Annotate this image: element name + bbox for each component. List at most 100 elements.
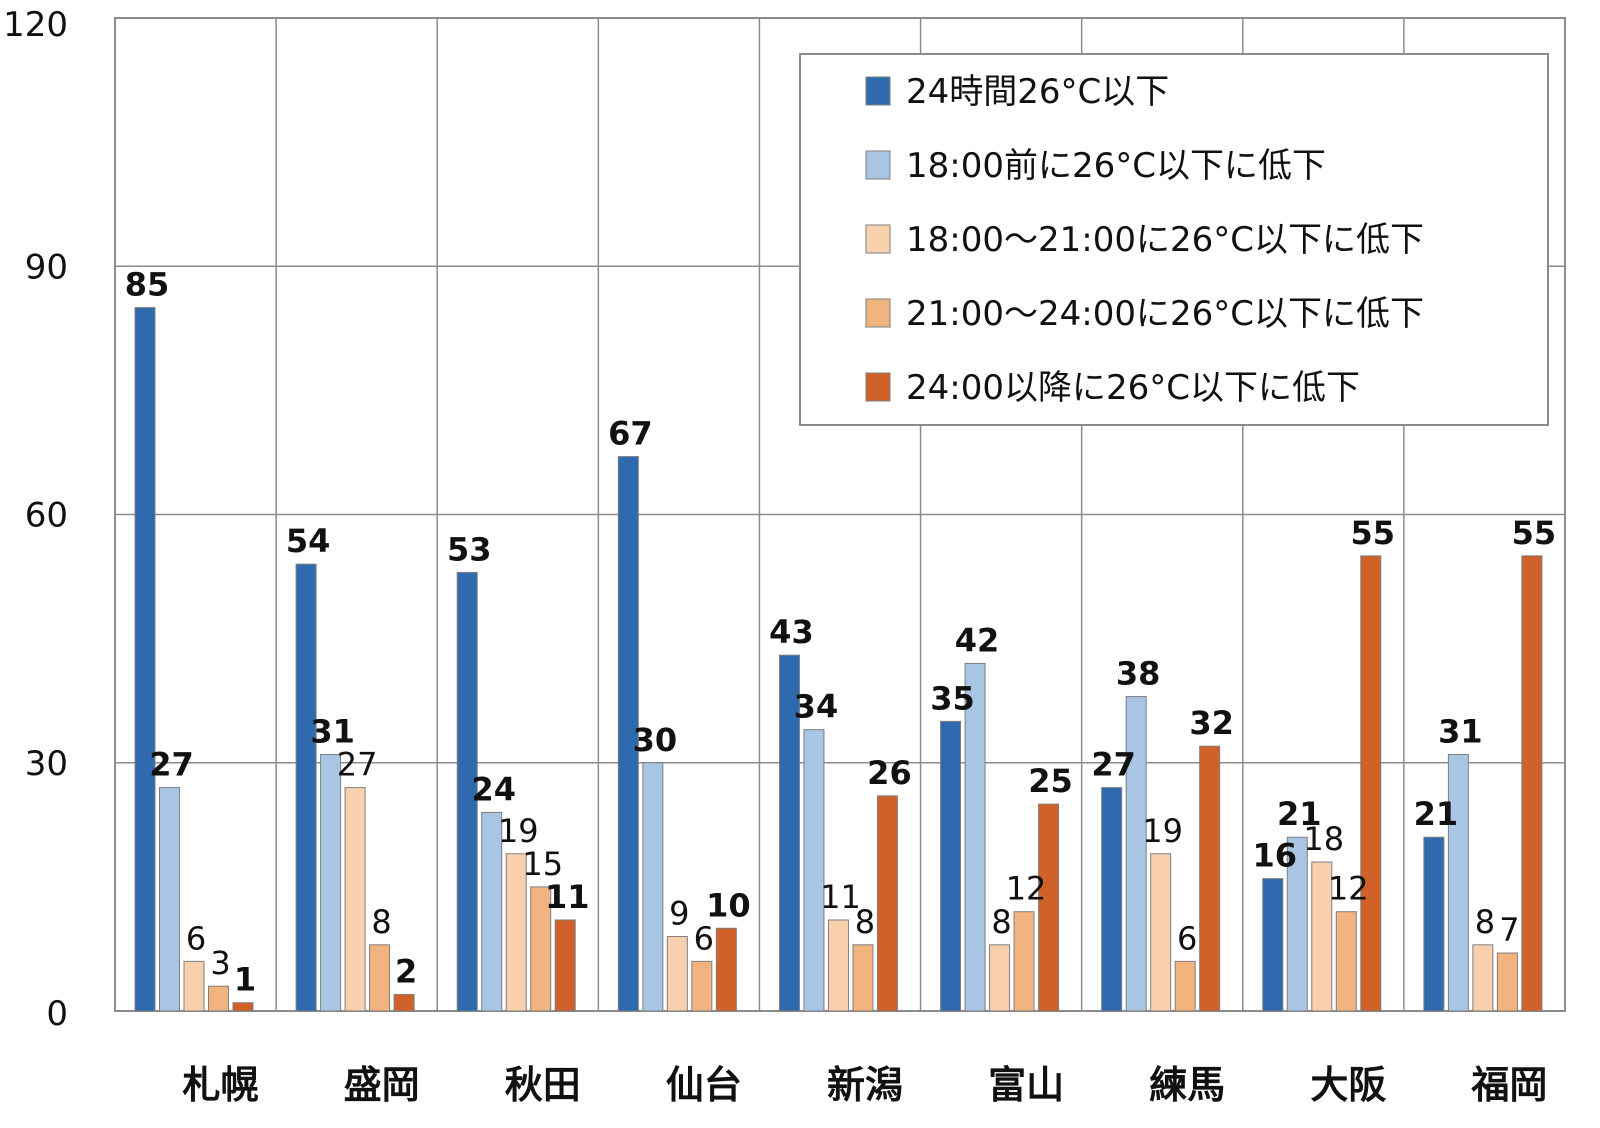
bar [803, 729, 825, 1012]
data-label: 32 [1189, 704, 1234, 742]
bar [134, 307, 156, 1012]
data-label: 31 [310, 712, 355, 750]
bar [505, 853, 527, 1012]
data-label: 30 [633, 721, 678, 759]
data-label: 11 [820, 878, 861, 916]
data-label: 24 [471, 770, 516, 808]
y-tick-label: 120 [3, 5, 68, 45]
bar [530, 886, 552, 1012]
data-label: 15 [522, 845, 563, 883]
data-label: 8 [371, 903, 391, 941]
x-tick-label: 新潟 [827, 1063, 903, 1107]
bar [295, 563, 317, 1012]
bar [642, 762, 664, 1012]
data-label: 43 [769, 613, 814, 651]
legend-label: 24:00以降に26°C以下に低下 [906, 368, 1360, 408]
bar [554, 919, 576, 1012]
bar [1447, 753, 1469, 1012]
bar [159, 787, 180, 1012]
legend: 24時間26°C以下 18:00前に26°C以下に低下 18:00～21:00に26… [799, 53, 1549, 426]
bar [1360, 555, 1382, 1012]
data-label: 55 [1351, 514, 1396, 552]
bars [134, 307, 1543, 1012]
data-label: 21 [1414, 795, 1459, 833]
data-label: 7 [1499, 911, 1519, 949]
bar [778, 654, 800, 1012]
y-tick-label: 90 [25, 247, 68, 287]
data-label: 8 [855, 903, 875, 941]
legend-swatch [865, 298, 891, 328]
bar [1521, 555, 1543, 1012]
bar [481, 811, 503, 1012]
data-label: 2 [395, 952, 417, 990]
data-label: 67 [608, 415, 653, 453]
data-label: 31 [1438, 712, 1483, 750]
bar [876, 795, 898, 1012]
data-label: 35 [930, 679, 975, 717]
bar [1150, 853, 1172, 1012]
data-label: 21 [1277, 795, 1322, 833]
bar [320, 753, 342, 1012]
data-label: 34 [794, 688, 839, 726]
y-tick-label: 30 [25, 744, 68, 784]
bar [1174, 960, 1196, 1012]
x-tick-label: 盛岡 [344, 1063, 420, 1107]
data-label: 8 [1475, 903, 1495, 941]
legend-label: 21:00～24:00に26°C以下に低下 [906, 294, 1424, 334]
legend-box [799, 53, 1549, 426]
bar [1101, 787, 1123, 1012]
y-tick-label: 0 [46, 994, 68, 1034]
bar [940, 720, 962, 1012]
bar [208, 985, 229, 1012]
data-label: 6 [694, 919, 714, 957]
bar [666, 936, 688, 1012]
x-tick-label: 大阪 [1310, 1063, 1386, 1107]
data-label: 12 [1006, 870, 1047, 908]
bar [1262, 878, 1284, 1012]
data-label: 53 [447, 530, 492, 568]
data-label: 38 [1116, 655, 1161, 693]
bar [989, 944, 1011, 1012]
legend-swatch [865, 224, 891, 254]
data-label: 27 [1091, 746, 1136, 784]
bar [1199, 745, 1221, 1012]
bar [1125, 696, 1147, 1012]
data-label: 54 [286, 522, 331, 560]
bar [1013, 911, 1035, 1012]
data-label: 18 [1303, 820, 1344, 858]
legend-label: 18:00前に26°C以下に低下 [906, 146, 1326, 186]
bar [1335, 911, 1357, 1012]
bar [1423, 836, 1445, 1012]
bar [852, 944, 874, 1012]
bar [344, 787, 366, 1012]
bar [827, 919, 849, 1012]
bar [691, 960, 713, 1012]
bar [183, 960, 205, 1012]
data-label: 25 [1028, 762, 1073, 800]
y-axis: 0 30 60 90 120 [3, 5, 68, 1034]
bar [232, 1002, 254, 1012]
data-label: 27 [337, 746, 378, 784]
bar [456, 571, 478, 1012]
data-label: 85 [125, 266, 170, 304]
legend-swatch [865, 76, 891, 106]
legend-label: 24時間26°C以下 [906, 72, 1169, 112]
data-label: 6 [186, 919, 206, 957]
data-label: 55 [1512, 514, 1557, 552]
x-tick-label: 仙台 [666, 1063, 742, 1107]
legend-label: 18:00～21:00に26°C以下に低下 [906, 220, 1424, 260]
data-label: 19 [498, 812, 539, 850]
legend-swatch [865, 372, 891, 402]
data-label: 11 [545, 878, 590, 916]
data-label: 3 [210, 944, 230, 982]
x-axis: 札幌 盛岡 秋田 仙台 新潟 富山 練馬 大阪 福岡 [183, 1063, 1548, 1107]
x-tick-label: 札幌 [183, 1063, 259, 1107]
data-label: 9 [669, 895, 689, 933]
data-label: 26 [867, 754, 912, 792]
bar [393, 993, 415, 1012]
data-label: 27 [149, 746, 194, 784]
data-label: 42 [955, 621, 1000, 659]
data-label: 12 [1328, 870, 1369, 908]
